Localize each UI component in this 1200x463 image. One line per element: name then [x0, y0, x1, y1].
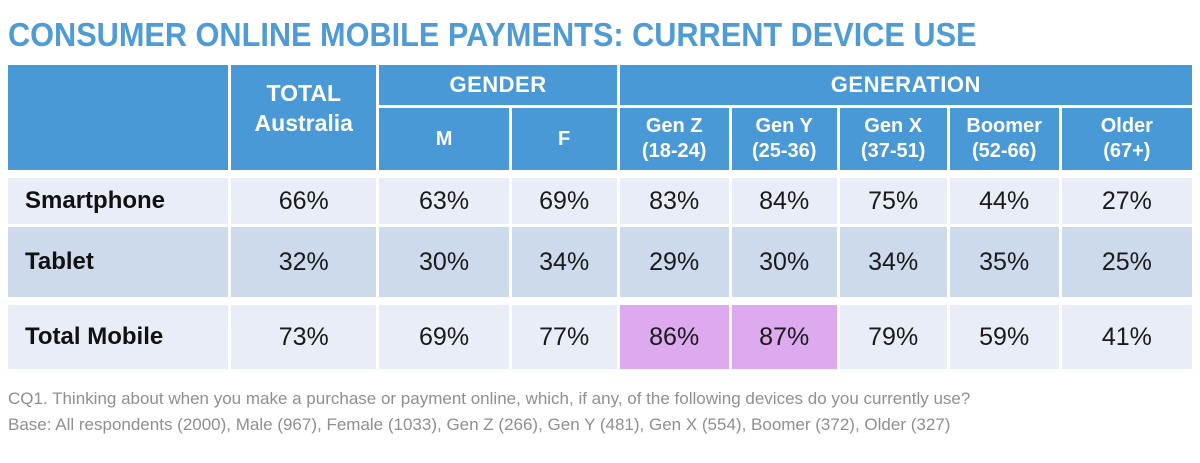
value-cell: 34% — [839, 227, 947, 297]
value-cell: 32% — [231, 227, 377, 297]
header-cell-total-australia: TOTAL Australia — [231, 65, 377, 170]
value-cell: 69% — [379, 305, 509, 369]
subheader-cell-gen-z: Gen Z (18-24) — [619, 108, 729, 170]
value-cell: 30% — [731, 227, 837, 297]
value-cell: 63% — [379, 178, 509, 224]
highlighted-value-cell: 87% — [731, 305, 837, 369]
highlighted-value-cell: 86% — [619, 305, 729, 369]
value-cell: 25% — [1061, 227, 1192, 297]
subheader-label: M — [435, 127, 453, 150]
subheader-range: (37-51) — [860, 140, 926, 162]
row-gap — [8, 173, 1192, 175]
header-cell-gender: GENDER — [379, 65, 617, 105]
subheader-range: (25-36) — [751, 140, 817, 162]
row-gap — [8, 300, 1192, 302]
value-cell: 79% — [839, 305, 947, 369]
subheader-label: Older — [1100, 115, 1153, 137]
subheader-label: Boomer — [966, 115, 1042, 137]
subheader-label: Gen Y — [755, 115, 813, 137]
subheader-label: Gen Z — [645, 115, 703, 137]
value-cell: 75% — [839, 178, 947, 224]
header-sub-row: M F Gen Z (18-24) Gen Y (25-36) Gen X (3… — [8, 108, 1192, 170]
value-cell: 59% — [949, 305, 1059, 369]
value-cell: 30% — [379, 227, 509, 297]
corner-cell — [8, 65, 229, 170]
value-cell: 66% — [231, 178, 377, 224]
value-cell: 83% — [619, 178, 729, 224]
subheader-range: (52-66) — [971, 140, 1037, 162]
subheader-range: (18-24) — [641, 140, 707, 162]
value-cell: 41% — [1061, 305, 1192, 369]
value-cell: 34% — [511, 227, 617, 297]
row-label: Total Mobile — [8, 305, 229, 369]
subheader-cell-gen-y: Gen Y (25-36) — [731, 108, 837, 170]
value-cell: 73% — [231, 305, 377, 369]
table-row-total-mobile: Total Mobile 73% 69% 77% 86% 87% 79% 59%… — [8, 305, 1192, 369]
subheader-cell-gen-x: Gen X (37-51) — [839, 108, 947, 170]
total-label-line2: Australia — [254, 109, 353, 136]
row-label: Smartphone — [8, 178, 229, 224]
value-cell: 84% — [731, 178, 837, 224]
table-row-tablet: Tablet 32% 30% 34% 29% 30% 34% 35% 25% — [8, 227, 1192, 297]
header-group-row: TOTAL Australia GENDER GENERATION — [8, 65, 1192, 170]
device-use-table: TOTAL Australia GENDER GENERATION M F Ge… — [5, 62, 1195, 372]
subheader-label: Gen X — [864, 115, 923, 137]
subheader-cell-older: Older (67+) — [1061, 108, 1192, 170]
value-cell: 44% — [949, 178, 1059, 224]
total-label-line1: TOTAL — [266, 79, 342, 106]
footnotes: CQ1. Thinking about when you make a purc… — [8, 386, 1200, 439]
subheader-range: (67+) — [1103, 140, 1151, 162]
header-cell-generation: GENERATION — [619, 65, 1192, 105]
table-row-smartphone: Smartphone 66% 63% 69% 83% 84% 75% 44% 2… — [8, 178, 1192, 224]
page-title: CONSUMER ONLINE MOBILE PAYMENTS: CURRENT… — [8, 16, 977, 53]
subheader-label: F — [558, 127, 571, 150]
row-label: Tablet — [8, 227, 229, 297]
footnote-base: Base: All respondents (2000), Male (967)… — [8, 415, 951, 435]
subheader-cell-boomer: Boomer (52-66) — [949, 108, 1059, 170]
subheader-cell-male: M — [379, 108, 509, 170]
value-cell: 69% — [511, 178, 617, 224]
footnote-question: CQ1. Thinking about when you make a purc… — [8, 389, 971, 408]
subheader-cell-female: F — [511, 108, 617, 170]
value-cell: 77% — [511, 305, 617, 369]
value-cell: 29% — [619, 227, 729, 297]
value-cell: 27% — [1061, 178, 1192, 224]
value-cell: 35% — [949, 227, 1059, 297]
